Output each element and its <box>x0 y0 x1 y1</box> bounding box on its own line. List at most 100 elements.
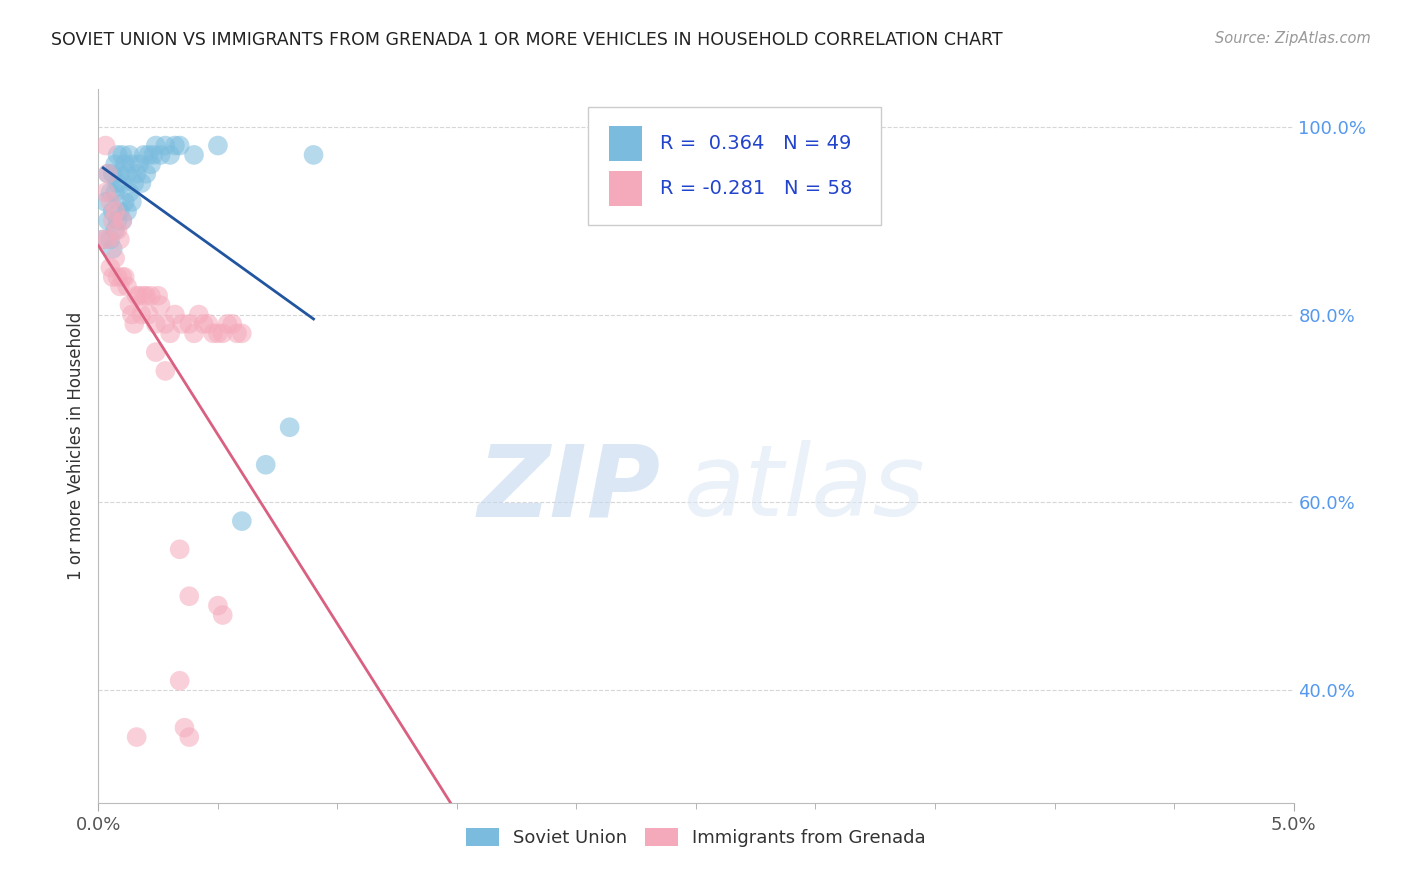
Point <box>94 194 117 209</box>
Point <box>118 298 141 312</box>
Point <box>302 148 325 162</box>
Point <box>91 232 114 246</box>
Bar <box>609 171 643 205</box>
Point <box>125 289 148 303</box>
Text: ZIP: ZIP <box>477 441 661 537</box>
Point <box>132 148 155 162</box>
Point <box>101 242 124 256</box>
Point <box>128 157 150 171</box>
Point <box>115 167 138 181</box>
Point <box>94 186 117 200</box>
Point <box>179 730 201 744</box>
Point <box>124 176 146 190</box>
Point <box>132 289 155 303</box>
Point <box>108 232 131 246</box>
Point <box>226 326 249 341</box>
Point <box>138 148 160 162</box>
Point <box>104 223 127 237</box>
Point <box>118 148 141 162</box>
Text: Source: ZipAtlas.com: Source: ZipAtlas.com <box>1215 31 1371 46</box>
Point <box>115 204 138 219</box>
Point <box>231 326 253 341</box>
Point <box>101 270 124 285</box>
Point <box>91 232 114 246</box>
Point <box>107 213 129 227</box>
Point <box>149 148 172 162</box>
Point <box>101 204 124 219</box>
Point <box>131 176 153 190</box>
Point <box>111 213 134 227</box>
Point <box>211 607 233 622</box>
Point <box>121 194 143 209</box>
Point <box>149 298 172 312</box>
Point <box>124 317 146 331</box>
Point <box>211 326 233 341</box>
Point <box>108 204 131 219</box>
Point <box>142 148 165 162</box>
FancyBboxPatch shape <box>589 107 882 225</box>
Point <box>135 167 157 181</box>
Point <box>221 317 243 331</box>
Point <box>111 176 134 190</box>
Bar <box>609 127 643 161</box>
Legend: Soviet Union, Immigrants from Grenada: Soviet Union, Immigrants from Grenada <box>458 821 934 855</box>
Point <box>173 721 195 735</box>
Point <box>145 317 167 331</box>
Point <box>115 279 138 293</box>
Point <box>97 213 120 227</box>
Point <box>169 138 191 153</box>
Point <box>179 317 201 331</box>
Point <box>145 138 167 153</box>
Point <box>111 270 134 285</box>
Point <box>179 589 201 603</box>
Point <box>139 157 162 171</box>
Point <box>104 251 127 265</box>
Point <box>97 232 120 246</box>
Point <box>104 186 127 200</box>
Point <box>183 148 205 162</box>
Point <box>121 157 143 171</box>
Point <box>207 326 229 341</box>
Point <box>217 317 239 331</box>
Point <box>101 167 124 181</box>
Text: SOVIET UNION VS IMMIGRANTS FROM GRENADA 1 OR MORE VEHICLES IN HOUSEHOLD CORRELAT: SOVIET UNION VS IMMIGRANTS FROM GRENADA … <box>51 31 1002 49</box>
Point <box>193 317 215 331</box>
Point <box>104 157 127 171</box>
Point <box>97 167 120 181</box>
Point <box>114 270 136 285</box>
Point <box>97 167 120 181</box>
Point <box>98 232 122 246</box>
Point <box>278 420 301 434</box>
Point <box>104 204 127 219</box>
Text: R = -0.281   N = 58: R = -0.281 N = 58 <box>661 179 852 198</box>
Point <box>254 458 277 472</box>
Point <box>187 308 209 322</box>
Point <box>107 176 129 190</box>
Point <box>111 213 134 227</box>
Point <box>138 308 160 322</box>
Point <box>207 599 229 613</box>
Point <box>108 167 131 181</box>
Point <box>121 308 143 322</box>
Point <box>139 289 162 303</box>
Point <box>98 186 122 200</box>
Point <box>159 148 181 162</box>
Point <box>163 308 186 322</box>
Point <box>107 148 129 162</box>
Point <box>114 194 136 209</box>
Point <box>197 317 219 331</box>
Point <box>169 673 191 688</box>
Point <box>159 326 181 341</box>
Point <box>107 270 129 285</box>
Point <box>135 289 157 303</box>
Text: atlas: atlas <box>685 441 925 537</box>
Point <box>108 279 131 293</box>
Point <box>148 289 170 303</box>
Point <box>172 317 194 331</box>
Text: R =  0.364   N = 49: R = 0.364 N = 49 <box>661 134 852 153</box>
Point <box>125 167 148 181</box>
Point <box>125 730 148 744</box>
Point <box>183 326 205 341</box>
Point <box>231 514 253 528</box>
Point <box>155 364 177 378</box>
